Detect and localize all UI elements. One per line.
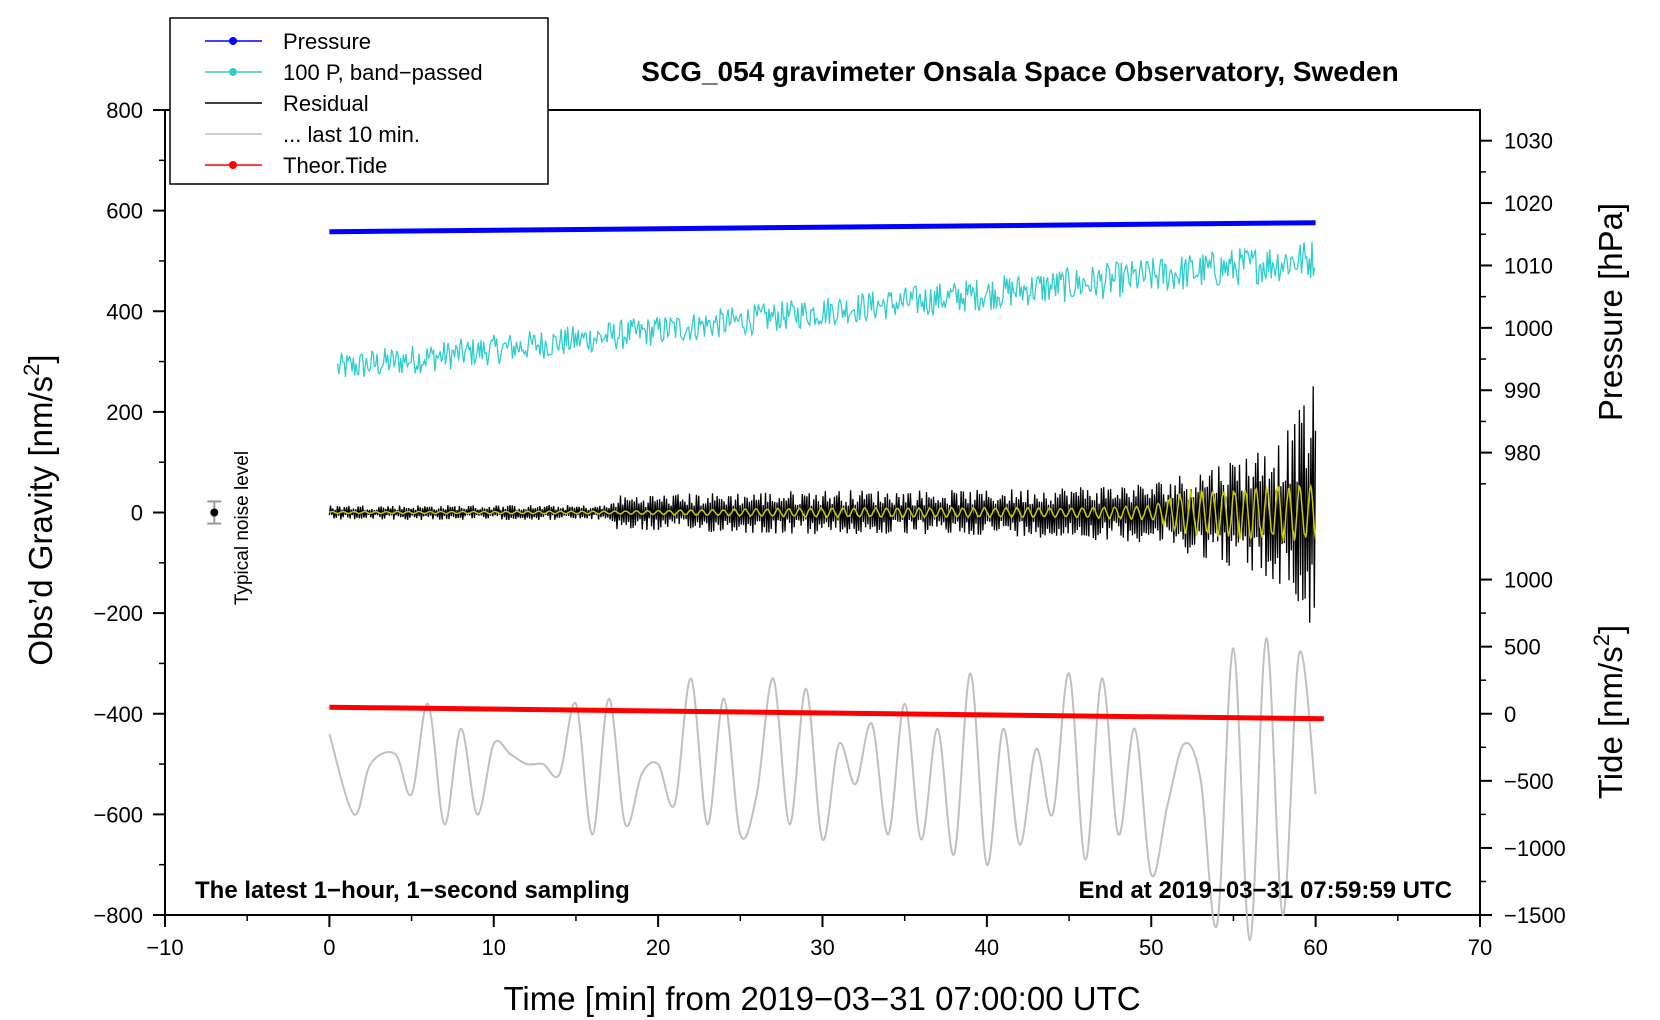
- pressure-tick-label: 1010: [1504, 253, 1553, 278]
- series-pressure: [329, 223, 1315, 232]
- y-tick-label: 0: [131, 501, 143, 526]
- chart: −10 0 10 20 30 40 50 60 70 −800−600−400−20002004…: [0, 0, 1660, 1020]
- y-axis-label-gravity-close: ]: [22, 354, 59, 363]
- legend: Pressure 100 P, band−passed Residual ... la…: [170, 18, 548, 184]
- y-axis-label-tide: Tide [nm/s2]: [1589, 625, 1629, 799]
- x-tick-label: 60: [1303, 935, 1327, 960]
- x-tick-label: 10: [482, 935, 506, 960]
- pressure-tick-label: 1000: [1504, 316, 1553, 341]
- pressure-tick-label: 1020: [1504, 191, 1553, 216]
- tide-tick-label: 0: [1504, 702, 1516, 727]
- series-layer: [329, 223, 1323, 941]
- x-tick-label: 40: [975, 935, 999, 960]
- y-axis-label-tide-text: Tide [nm/s: [1592, 646, 1629, 799]
- annotation-end-time: End at 2019−03−31 07:59:59 UTC: [1078, 877, 1452, 904]
- legend-label: Pressure: [283, 29, 371, 54]
- y-tick-label: 200: [106, 400, 143, 425]
- x-axis: −10 0 10 20 30 40 50 60 70: [146, 110, 1492, 960]
- x-tick-label: 20: [646, 935, 670, 960]
- legend-label: 100 P, band−passed: [283, 60, 483, 85]
- series-100p-band-passed: [338, 242, 1315, 377]
- noise-label: Typical noise level: [232, 451, 253, 605]
- pressure-tick-label: 990: [1504, 378, 1541, 403]
- tide-tick-label: −1000: [1504, 836, 1566, 861]
- legend-marker: [229, 37, 237, 45]
- y-tick-label: −200: [93, 601, 143, 626]
- legend-marker: [229, 161, 237, 169]
- y-axis-label-pressure: Pressure [hPa]: [1592, 203, 1629, 421]
- y-tick-label: 400: [106, 299, 143, 324]
- tide-tick-label: 1000: [1504, 568, 1553, 593]
- y-tick-label: −400: [93, 702, 143, 727]
- pressure-tick-label: 1030: [1504, 129, 1553, 154]
- y-axis-pressure: 980 990 1000 1010 1020 1030: [1480, 129, 1553, 484]
- legend-label: Theor.Tide: [283, 153, 387, 178]
- x-tick-label: −10: [146, 935, 183, 960]
- tide-tick-label: −500: [1504, 769, 1554, 794]
- series-theor-tide: [329, 707, 1323, 719]
- y-tick-label: 600: [106, 199, 143, 224]
- chart-title: SCG_054 gravimeter Onsala Space Observat…: [641, 56, 1398, 87]
- pressure-tick-label: 980: [1504, 441, 1541, 466]
- legend-marker: [229, 68, 237, 76]
- y-tick-label: −800: [93, 903, 143, 928]
- y-axis-label-gravity: Obs’d Gravity [nm/s2]: [19, 354, 59, 665]
- x-tick-label: 0: [323, 935, 335, 960]
- y-tick-label: −600: [93, 802, 143, 827]
- y-axis-gravity: −800 −600 −400 −200 0 200 400 600 800: [93, 98, 165, 928]
- tide-tick-label: 500: [1504, 635, 1541, 660]
- y-axis-label-gravity-text: Obs’d Gravity [nm/s: [22, 376, 59, 666]
- y-axis-tide: −1500 −1000 −500 0 500 1000: [1480, 568, 1566, 928]
- y-tick-label: 800: [106, 98, 143, 123]
- y-axis-label-tide-close: ]: [1592, 625, 1629, 634]
- noise-dot: [210, 509, 218, 517]
- x-tick-label: 70: [1468, 935, 1492, 960]
- legend-label: ... last 10 min.: [283, 122, 420, 147]
- y-axis-label-tide-sup: 2: [1589, 634, 1614, 646]
- tide-tick-label: −1500: [1504, 903, 1566, 928]
- noise-marker: Typical noise level: [207, 451, 253, 605]
- annotation-latest-hour: The latest 1−hour, 1−second sampling: [195, 877, 630, 904]
- x-axis-label: Time [min] from 2019−03−31 07:00:00 UTC: [503, 980, 1140, 1017]
- x-tick-label: 50: [1139, 935, 1163, 960]
- legend-label: Residual: [283, 91, 369, 116]
- y-axis-label-gravity-sup: 2: [19, 364, 44, 376]
- x-tick-label: 30: [810, 935, 834, 960]
